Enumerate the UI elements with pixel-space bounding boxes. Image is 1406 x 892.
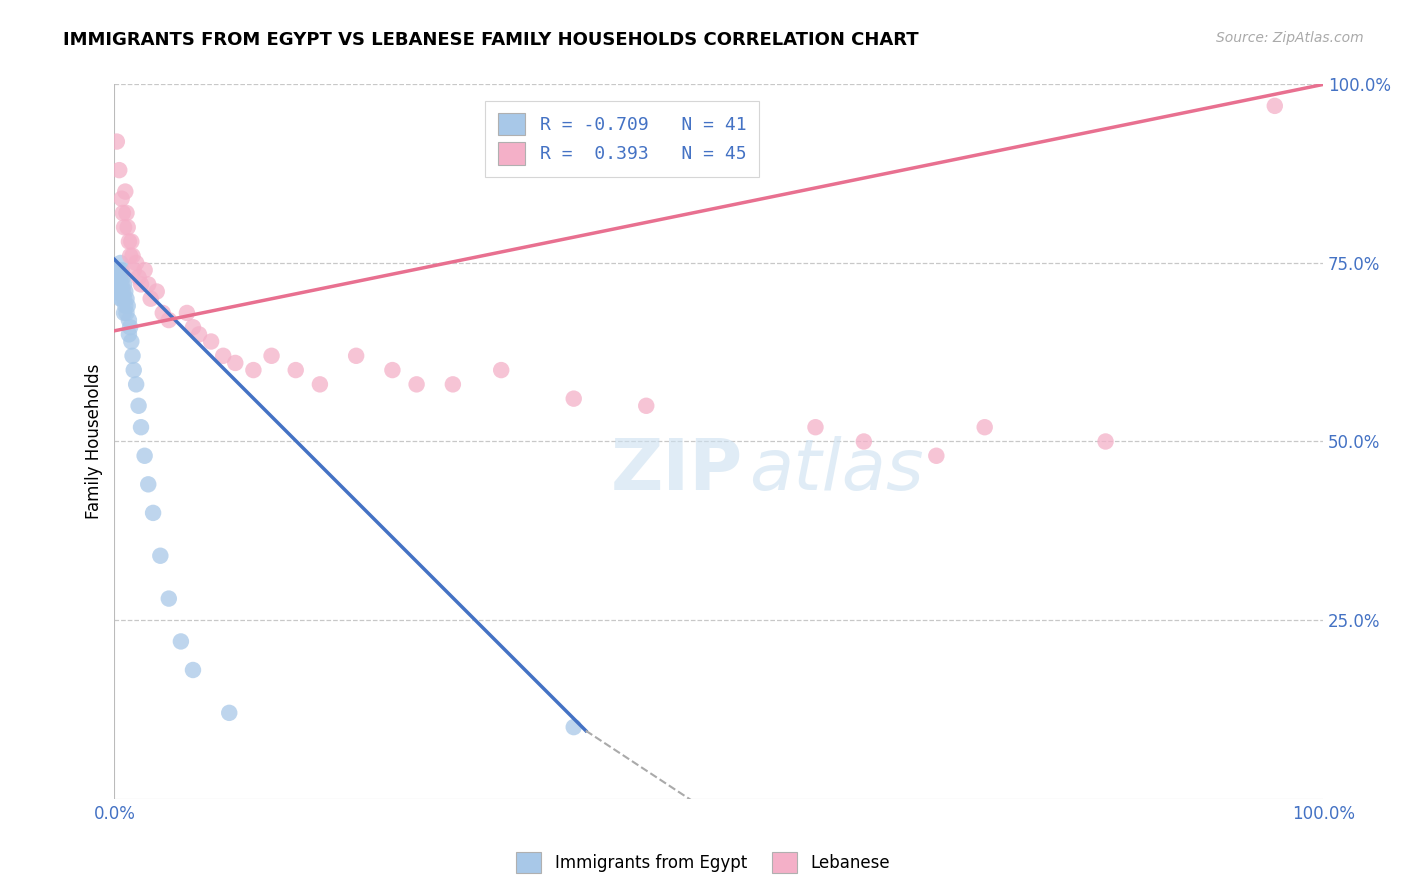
Point	[114, 185, 136, 199]
Point	[107, 277, 129, 292]
Point	[111, 292, 134, 306]
Point	[118, 327, 141, 342]
Point	[120, 249, 142, 263]
Point	[134, 449, 156, 463]
Point	[489, 363, 512, 377]
Text: Source: ZipAtlas.com: Source: ZipAtlas.com	[1216, 31, 1364, 45]
Point	[120, 235, 142, 249]
Point	[105, 135, 128, 149]
Point	[441, 377, 464, 392]
Point	[636, 399, 658, 413]
Point	[107, 263, 129, 277]
Point	[129, 277, 152, 292]
Point	[104, 277, 127, 292]
Point	[118, 313, 141, 327]
Point	[122, 363, 145, 377]
Point	[925, 449, 948, 463]
Point	[1094, 434, 1116, 449]
Point	[114, 299, 136, 313]
Point	[804, 420, 827, 434]
Point	[212, 349, 235, 363]
Point	[973, 420, 995, 434]
Point	[381, 363, 404, 377]
Point	[108, 270, 131, 285]
Point	[176, 306, 198, 320]
Point	[136, 277, 159, 292]
Point	[110, 256, 132, 270]
Point	[157, 591, 180, 606]
Point	[218, 706, 240, 720]
Point	[111, 192, 134, 206]
Point	[562, 392, 585, 406]
Point	[111, 277, 134, 292]
Point	[134, 263, 156, 277]
Legend: Immigrants from Egypt, Lebanese: Immigrants from Egypt, Lebanese	[509, 846, 897, 880]
Point	[1264, 99, 1286, 113]
Point	[344, 349, 367, 363]
Point	[115, 292, 138, 306]
Point	[112, 292, 135, 306]
Point	[125, 256, 148, 270]
Point	[108, 285, 131, 299]
Point	[136, 477, 159, 491]
Point	[152, 306, 174, 320]
Point	[110, 270, 132, 285]
Point	[129, 420, 152, 434]
Point	[200, 334, 222, 349]
Point	[112, 277, 135, 292]
Text: IMMIGRANTS FROM EGYPT VS LEBANESE FAMILY HOUSEHOLDS CORRELATION CHART: IMMIGRANTS FROM EGYPT VS LEBANESE FAMILY…	[63, 31, 920, 49]
Point	[118, 235, 141, 249]
Point	[852, 434, 875, 449]
Point	[284, 363, 307, 377]
Point	[125, 377, 148, 392]
Point	[405, 377, 427, 392]
Point	[117, 220, 139, 235]
Point	[115, 306, 138, 320]
Point	[128, 399, 150, 413]
Point	[117, 299, 139, 313]
Point	[121, 349, 143, 363]
Point	[108, 163, 131, 178]
Point	[260, 349, 283, 363]
Point	[121, 249, 143, 263]
Point	[111, 263, 134, 277]
Point	[224, 356, 246, 370]
Point	[122, 263, 145, 277]
Point	[188, 327, 211, 342]
Point	[112, 306, 135, 320]
Point	[139, 292, 162, 306]
Point	[242, 363, 264, 377]
Point	[145, 285, 167, 299]
Text: ZIP: ZIP	[610, 435, 742, 505]
Point	[309, 377, 332, 392]
Point	[111, 285, 134, 299]
Y-axis label: Family Households: Family Households	[86, 364, 103, 519]
Point	[111, 206, 134, 220]
Point	[110, 292, 132, 306]
Point	[128, 270, 150, 285]
Point	[120, 320, 142, 334]
Point	[562, 720, 585, 734]
Point	[149, 549, 172, 563]
Legend: R = -0.709   N = 41, R =  0.393   N = 45: R = -0.709 N = 41, R = 0.393 N = 45	[485, 101, 759, 178]
Point	[105, 285, 128, 299]
Point	[157, 313, 180, 327]
Point	[114, 285, 136, 299]
Point	[142, 506, 165, 520]
Text: atlas: atlas	[749, 435, 924, 505]
Point	[105, 270, 128, 285]
Point	[181, 663, 204, 677]
Point	[115, 206, 138, 220]
Point	[111, 270, 134, 285]
Point	[170, 634, 193, 648]
Point	[112, 220, 135, 235]
Point	[181, 320, 204, 334]
Point	[120, 334, 142, 349]
